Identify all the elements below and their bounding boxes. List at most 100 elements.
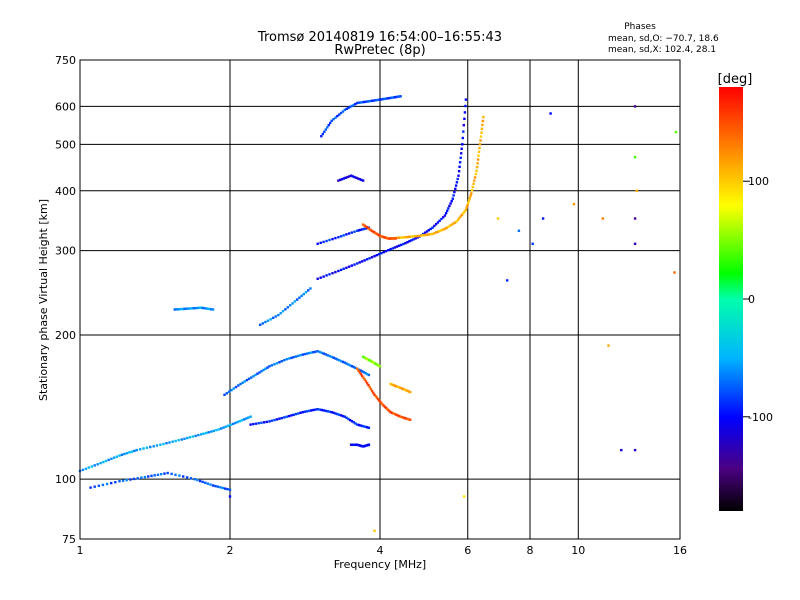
trace-point: [268, 420, 271, 423]
trace-point: [177, 308, 180, 311]
trace-point: [423, 231, 427, 234]
trace-point: [178, 474, 181, 477]
trace-point: [181, 307, 184, 311]
y-tick-label: 750: [55, 54, 76, 67]
trace-point: [409, 390, 412, 394]
trace-point: [366, 426, 369, 429]
trace-point: [373, 255, 376, 258]
trace-point: [361, 370, 364, 373]
y-tick-label: 500: [55, 138, 76, 151]
trace-point: [174, 439, 177, 443]
trace-point: [425, 230, 429, 233]
colorbar-label: [deg]: [718, 72, 753, 87]
trace-point: [273, 363, 276, 366]
trace-point: [286, 306, 289, 309]
trace-point: [458, 161, 462, 164]
trace-point: [343, 415, 346, 418]
trace-point: [467, 199, 471, 202]
trace-point: [353, 263, 356, 266]
trace-point: [402, 242, 405, 246]
trace-point: [123, 452, 126, 456]
trace-point: [336, 412, 339, 416]
trace-point: [399, 415, 402, 418]
trace-point: [455, 220, 458, 223]
trace-point: [363, 378, 366, 381]
trace-point: [478, 146, 481, 150]
trace-point: [249, 423, 252, 426]
trace-point: [429, 233, 432, 236]
trace-point: [337, 179, 340, 182]
trace-point: [171, 440, 174, 443]
trace-point: [312, 351, 315, 354]
trace-point: [445, 226, 448, 230]
trace-point: [229, 423, 232, 426]
trace-point: [334, 270, 337, 274]
trace-point: [325, 239, 328, 243]
trace-point: [360, 260, 364, 263]
trace-point: [354, 366, 357, 370]
trace-point: [400, 236, 403, 239]
x-axis-ticks: 1 2 4 6 8 10 16: [77, 544, 688, 557]
trace-point: [397, 244, 401, 247]
trace-point: [364, 372, 367, 375]
trace-point: [372, 391, 375, 395]
trace-point: [334, 357, 337, 360]
grid-lines: [80, 60, 680, 539]
trace-point: [479, 135, 483, 138]
trace-point: [316, 277, 319, 280]
trace-point: [349, 174, 353, 177]
trace-point: [361, 228, 364, 231]
y-tick-label: 600: [55, 100, 76, 113]
trace-point: [271, 316, 275, 320]
trace-point: [265, 420, 268, 424]
trace-point: [406, 389, 409, 393]
trace-point: [294, 412, 298, 416]
trace-point: [101, 483, 105, 487]
trace-point: [293, 300, 297, 303]
trace-point: [339, 268, 343, 272]
trace-point: [239, 382, 242, 386]
trace-point: [342, 234, 345, 237]
trace-point: [372, 99, 375, 102]
y-tick-label: 300: [55, 245, 76, 258]
trace-point: [319, 241, 322, 244]
trace-point: [342, 177, 345, 180]
trace-point: [360, 178, 363, 182]
scatter-point: [541, 217, 545, 220]
trace-point: [457, 170, 461, 173]
trace-point: [343, 108, 346, 112]
trace-point: [312, 408, 315, 412]
trace-point: [339, 178, 342, 182]
trace-point: [475, 165, 479, 169]
trace-point: [269, 318, 272, 321]
trace-point: [99, 461, 102, 465]
trace-point: [367, 426, 371, 429]
trace-point: [224, 487, 227, 490]
trace-point: [400, 387, 404, 390]
trace-point: [238, 420, 241, 423]
trace-point: [105, 482, 109, 486]
trace-point: [396, 95, 399, 98]
trace-point: [203, 307, 206, 310]
trace-point: [443, 214, 447, 217]
trace-point: [165, 442, 168, 445]
trace-point: [162, 442, 165, 446]
colorbar-tick-label: 100: [748, 175, 769, 188]
trace-point: [97, 484, 100, 487]
trace-point: [470, 189, 474, 192]
trace-point: [380, 402, 383, 405]
trace-point: [319, 276, 322, 279]
trace-point: [341, 110, 345, 113]
trace-point: [301, 411, 304, 414]
trace-point: [436, 221, 440, 224]
trace-point: [234, 385, 238, 389]
trace-point: [480, 127, 484, 130]
trace-point: [300, 294, 303, 298]
trace-point: [348, 175, 351, 178]
trace-point: [190, 307, 194, 310]
scatter-point: [633, 156, 637, 159]
scatter-point: [635, 189, 638, 192]
trace-point: [480, 131, 483, 134]
y-tick-label: 200: [55, 329, 76, 342]
